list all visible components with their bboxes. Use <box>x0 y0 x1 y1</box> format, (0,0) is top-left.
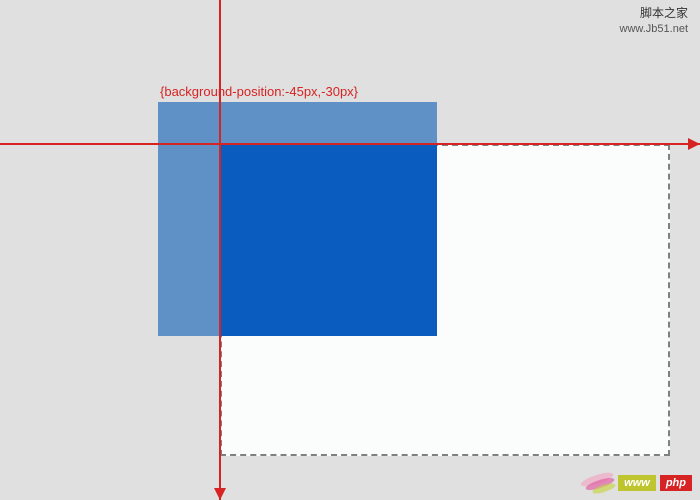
x-axis-line <box>0 143 700 145</box>
x-axis-arrow-icon <box>688 138 700 150</box>
diagram-canvas: {background-position:-45px,-30px} 脚本之家 w… <box>0 0 700 500</box>
watermark-bottom: www php <box>578 472 692 494</box>
php-badge: php <box>660 475 692 491</box>
y-axis-line <box>219 0 221 500</box>
watermark-sitename: 脚本之家 <box>620 6 688 22</box>
swoosh-icon <box>578 472 618 494</box>
watermark-top: 脚本之家 www.Jb51.net <box>620 6 688 36</box>
www-badge: www <box>618 475 656 491</box>
css-annotation-label: {background-position:-45px,-30px} <box>160 84 358 99</box>
y-axis-arrow-icon <box>214 488 226 500</box>
visible-overlap-rect <box>220 144 437 336</box>
watermark-url: www.Jb51.net <box>620 22 688 36</box>
